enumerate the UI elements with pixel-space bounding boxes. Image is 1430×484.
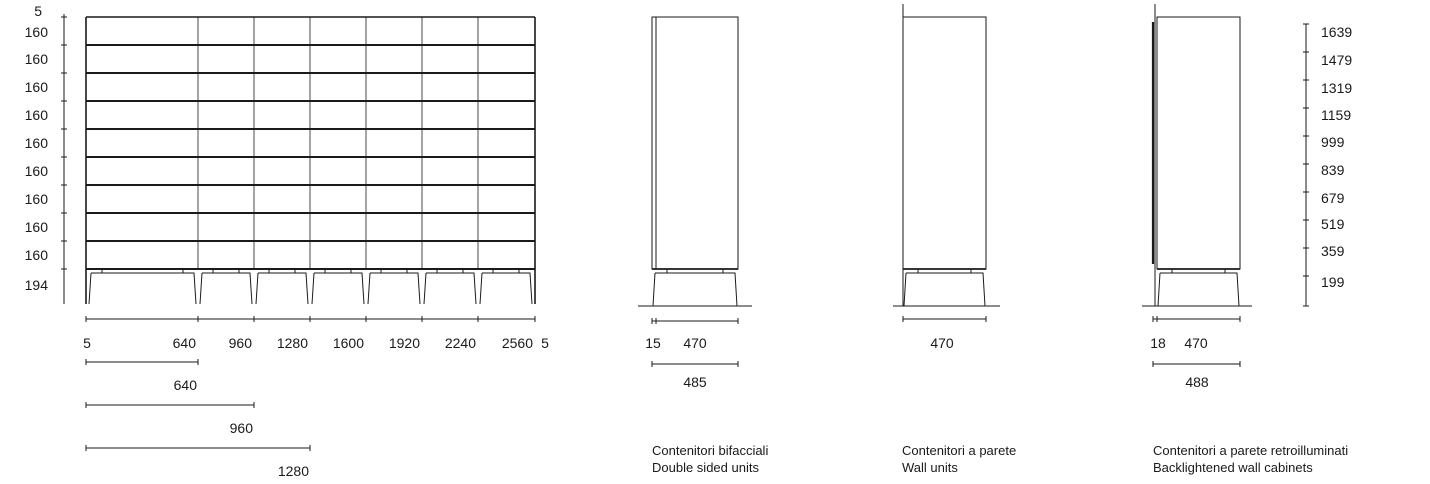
front-height-label: 160	[25, 79, 49, 95]
front-base-module	[255, 272, 309, 305]
double-sided-body	[651, 16, 739, 270]
backlit-dim-488: 488	[1185, 374, 1209, 390]
front-height-label: 160	[25, 163, 49, 179]
span-label: 1280	[278, 463, 309, 479]
backlit-base-brackets	[1171, 269, 1226, 273]
backlit-height-label: 1639	[1321, 24, 1352, 40]
backlit-height-label: 999	[1321, 134, 1345, 150]
double-sided-dim-15: 15	[645, 335, 661, 351]
front-base-bracket	[436, 269, 464, 273]
backlit-base-frame	[1157, 272, 1240, 307]
caption-backlit: Contenitori a parete retroilluminati Bac…	[1153, 442, 1348, 476]
double-sided-base-brackets	[666, 269, 724, 273]
caption-backlit-it: Contenitori a parete retroilluminati	[1153, 443, 1349, 458]
front-base-module	[479, 272, 533, 305]
front-height-label: 160	[25, 191, 49, 207]
backlit-height-label: 1319	[1321, 80, 1352, 96]
double-sided-dim-485: 485	[683, 374, 707, 390]
front-base-bracket	[212, 269, 240, 273]
backlit-body	[1156, 16, 1241, 270]
front-base-bracket	[492, 269, 520, 273]
front-height-label: 160	[25, 24, 49, 40]
front-base-module	[199, 272, 253, 305]
front-height-label: 194	[25, 277, 49, 293]
front-width-label: 1600	[333, 335, 364, 351]
front-width-label: 960	[229, 335, 253, 351]
backlit-dim-18: 18	[1150, 335, 1166, 351]
front-base-module	[88, 272, 197, 305]
front-width-label: 5	[541, 335, 549, 351]
front-height-label: 160	[25, 51, 49, 67]
front-base-bracket	[101, 269, 184, 273]
front-height-label: 160	[25, 107, 49, 123]
caption-double-sided-it: Contenitori bifacciali	[652, 443, 769, 458]
caption-wall-units: Contenitori a parete Wall units	[902, 442, 1016, 476]
front-base-module	[367, 272, 421, 305]
caption-double-sided: Contenitori bifacciali Double sided unit…	[652, 442, 768, 476]
front-height-label: 5	[34, 3, 42, 19]
caption-backlit-en: Backlightened wall cabinets	[1153, 460, 1313, 475]
backlit-height-label: 839	[1321, 162, 1345, 178]
backlit-height-label: 1159	[1321, 107, 1351, 123]
backlit-dim-470: 470	[1184, 335, 1208, 351]
wall-units-base-brackets	[917, 269, 972, 273]
front-base-bracket	[324, 269, 352, 273]
backlit-height-label: 199	[1321, 274, 1345, 290]
front-width-label: 1280	[277, 335, 308, 351]
front-base-module	[311, 272, 365, 305]
backlit-height-label: 1479	[1321, 52, 1352, 68]
double-sided-base-frame	[652, 272, 738, 307]
front-base-bracket	[268, 269, 296, 273]
front-width-label: 5	[83, 335, 91, 351]
caption-wall-units-en: Wall units	[902, 460, 958, 475]
span-label: 640	[174, 377, 198, 393]
backlit-height-label: 679	[1321, 190, 1345, 206]
front-height-label: 160	[25, 247, 49, 263]
caption-wall-units-it: Contenitori a parete	[902, 443, 1017, 458]
front-base-bracket	[380, 269, 408, 273]
caption-double-sided-en: Double sided units	[652, 460, 759, 475]
front-width-label: 640	[173, 335, 197, 351]
wall-units-body	[902, 16, 987, 270]
wall-units-dim-470: 470	[930, 335, 954, 351]
backlit-height-label: 359	[1321, 243, 1345, 259]
front-height-label: 160	[25, 135, 49, 151]
front-height-label: 160	[25, 219, 49, 235]
span-label: 960	[230, 420, 254, 436]
front-base-module	[423, 272, 477, 305]
double-sided-dim-470: 470	[683, 335, 707, 351]
backlit-height-label: 519	[1321, 216, 1345, 232]
front-width-label: 2240	[445, 335, 476, 351]
front-width-label: 1920	[389, 335, 420, 351]
wall-units-base-frame	[903, 272, 986, 307]
front-width-label: 2560	[502, 335, 533, 351]
